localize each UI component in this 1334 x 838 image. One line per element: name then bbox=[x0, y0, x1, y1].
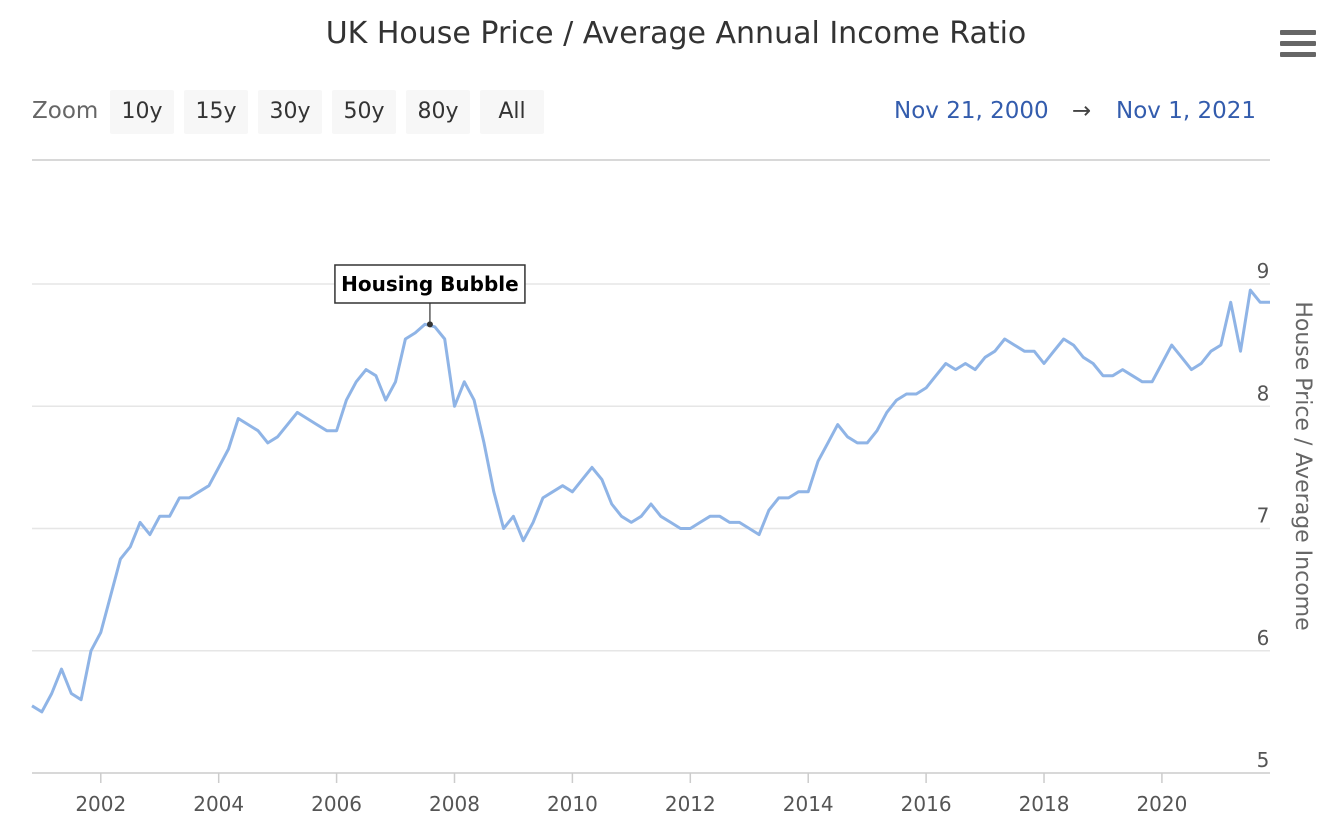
x-tick-label: 2008 bbox=[429, 792, 480, 816]
x-tick-label: 2014 bbox=[783, 792, 834, 816]
zoom-all-button[interactable]: All bbox=[480, 90, 544, 134]
range-from-input[interactable]: Nov 21, 2000 bbox=[894, 98, 1049, 124]
annotation-point bbox=[426, 321, 433, 328]
chart-title: UK House Price / Average Annual Income R… bbox=[325, 16, 1027, 51]
y-tick-label: 5 bbox=[1257, 748, 1270, 772]
x-tick-label: 2004 bbox=[193, 792, 244, 816]
x-tick-label: 2016 bbox=[901, 792, 952, 816]
grid-lines bbox=[32, 283, 1270, 652]
y-tick-label: 7 bbox=[1257, 504, 1270, 528]
annotation-label: Housing Bubble bbox=[341, 272, 519, 296]
x-tick-label: 2020 bbox=[1136, 792, 1187, 816]
y-tick-label: 6 bbox=[1257, 626, 1270, 650]
y-axis-title: House Price / Average Income bbox=[1290, 301, 1315, 630]
zoom-50y-button[interactable]: 50y bbox=[332, 90, 396, 134]
zoom-label: Zoom bbox=[32, 98, 99, 124]
x-tick-label: 2002 bbox=[75, 792, 126, 816]
x-axis-ticks: 2002 2004 2006 2008 2010 2012 2014 2016 2018 2020 bbox=[75, 773, 1187, 816]
range-arrow-icon: → bbox=[1072, 98, 1092, 124]
housing-bubble-annotation: Housing Bubble bbox=[334, 264, 526, 328]
series-line[interactable] bbox=[31, 288, 1270, 714]
x-tick-label: 2006 bbox=[311, 792, 362, 816]
zoom-10y-button[interactable]: 10y bbox=[110, 90, 174, 134]
x-tick-label: 2012 bbox=[665, 792, 716, 816]
annotation-box bbox=[334, 264, 526, 304]
x-tick-label: 2018 bbox=[1019, 792, 1070, 816]
y-tick-label: 8 bbox=[1257, 381, 1270, 405]
range-to-input[interactable]: Nov 1, 2021 bbox=[1116, 98, 1256, 124]
zoom-30y-button[interactable]: 30y bbox=[258, 90, 322, 134]
zoom-80y-button[interactable]: 80y bbox=[406, 90, 470, 134]
x-tick-label: 2010 bbox=[547, 792, 598, 816]
hamburger-menu-icon[interactable] bbox=[1280, 30, 1316, 60]
y-axis-ticks: 5 6 7 8 9 bbox=[1257, 259, 1270, 772]
y-tick-label: 9 bbox=[1257, 259, 1270, 283]
zoom-15y-button[interactable]: 15y bbox=[184, 90, 248, 134]
